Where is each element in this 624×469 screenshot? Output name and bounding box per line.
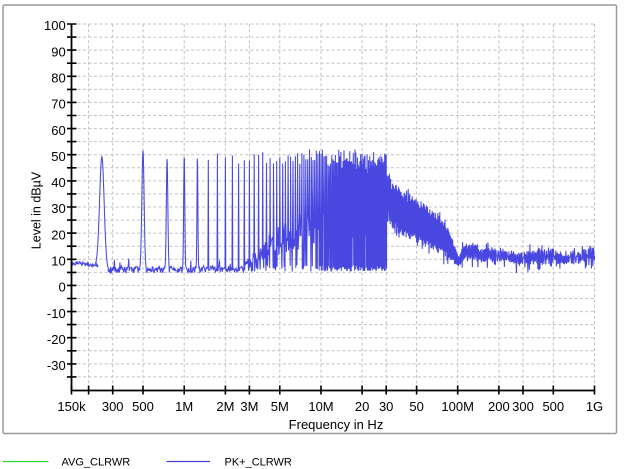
svg-text:90: 90 — [51, 44, 65, 59]
svg-text:PK+_CLRWR: PK+_CLRWR — [225, 457, 292, 469]
svg-text:Level in dBµV: Level in dBµV — [30, 171, 44, 249]
svg-text:-10: -10 — [47, 306, 66, 321]
svg-text:3M: 3M — [240, 399, 258, 414]
svg-text:2M: 2M — [216, 399, 234, 414]
svg-text:1M: 1M — [175, 399, 193, 414]
svg-text:30: 30 — [379, 399, 393, 414]
svg-text:-30: -30 — [47, 358, 66, 373]
svg-text:20: 20 — [51, 227, 65, 242]
svg-text:200: 200 — [488, 399, 510, 414]
svg-text:100: 100 — [44, 18, 66, 33]
svg-text:70: 70 — [51, 97, 65, 112]
svg-text:10: 10 — [51, 254, 65, 269]
svg-text:50: 50 — [409, 399, 423, 414]
svg-text:300: 300 — [102, 399, 124, 414]
svg-text:80: 80 — [51, 71, 65, 86]
svg-text:20: 20 — [355, 399, 369, 414]
svg-text:0: 0 — [58, 280, 65, 295]
svg-text:30: 30 — [51, 201, 65, 216]
svg-text:5M: 5M — [271, 399, 289, 414]
svg-text:150k: 150k — [57, 399, 86, 414]
svg-text:Frequency in Hz: Frequency in Hz — [289, 417, 384, 432]
svg-text:40: 40 — [51, 175, 65, 190]
svg-text:10M: 10M — [308, 399, 333, 414]
svg-text:300: 300 — [512, 399, 534, 414]
svg-text:500: 500 — [132, 399, 154, 414]
svg-text:500: 500 — [542, 399, 564, 414]
svg-text:50: 50 — [51, 149, 65, 164]
svg-text:1G: 1G — [586, 399, 603, 414]
svg-text:-20: -20 — [47, 332, 66, 347]
svg-text:60: 60 — [51, 123, 65, 138]
svg-text:100M: 100M — [441, 399, 474, 414]
svg-text:AVG_CLRWR: AVG_CLRWR — [62, 457, 131, 469]
